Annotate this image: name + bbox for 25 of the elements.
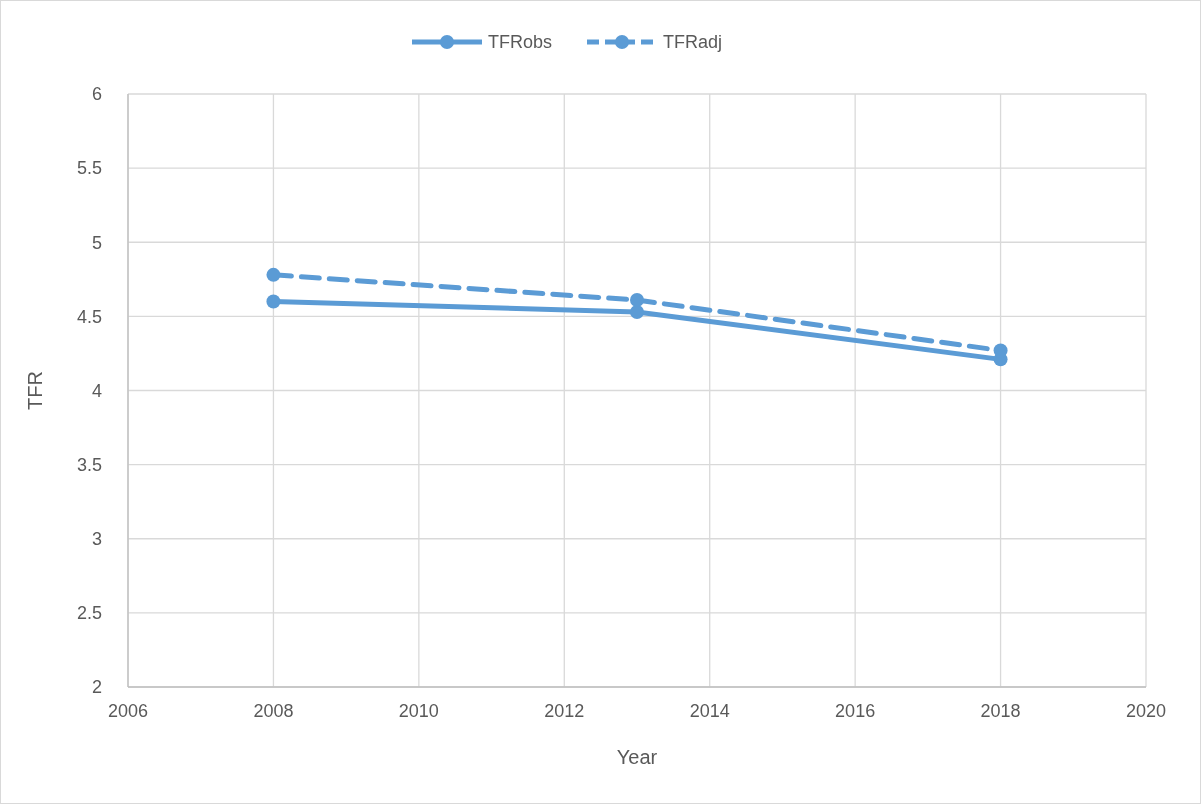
x-tick-label: 2018 xyxy=(980,701,1021,721)
x-tick-label: 2020 xyxy=(1125,701,1167,721)
y-tick-label: 2.5 xyxy=(76,603,102,624)
x-tick-label: 2008 xyxy=(253,701,294,721)
x-tick-label: 2014 xyxy=(689,701,730,721)
y-tick-label: 5 xyxy=(91,232,102,253)
y-axis-title: TFR xyxy=(24,371,46,410)
x-tick-label: 2006 xyxy=(107,701,149,721)
y-tick-label: 3 xyxy=(91,529,102,550)
y-tick-label: 3.5 xyxy=(76,454,102,475)
x-tick-label: 2016 xyxy=(835,701,876,721)
point xyxy=(630,293,644,308)
point xyxy=(266,294,281,309)
y-tick-label: 4.5 xyxy=(76,306,102,327)
y-tick-label: 6 xyxy=(91,84,102,105)
legend-label: TFRobs xyxy=(488,32,553,53)
y-tick-label: 2 xyxy=(91,677,102,698)
point xyxy=(266,267,281,282)
y-tick-label: 4 xyxy=(91,380,102,401)
y-tick-label: 5.5 xyxy=(76,158,102,179)
point xyxy=(630,304,644,319)
x-axis-title: Year xyxy=(616,746,658,768)
x-tick-label: 2012 xyxy=(544,701,585,721)
x-tick-label: 2010 xyxy=(398,701,439,721)
legend-label: TFRadj xyxy=(663,32,723,53)
